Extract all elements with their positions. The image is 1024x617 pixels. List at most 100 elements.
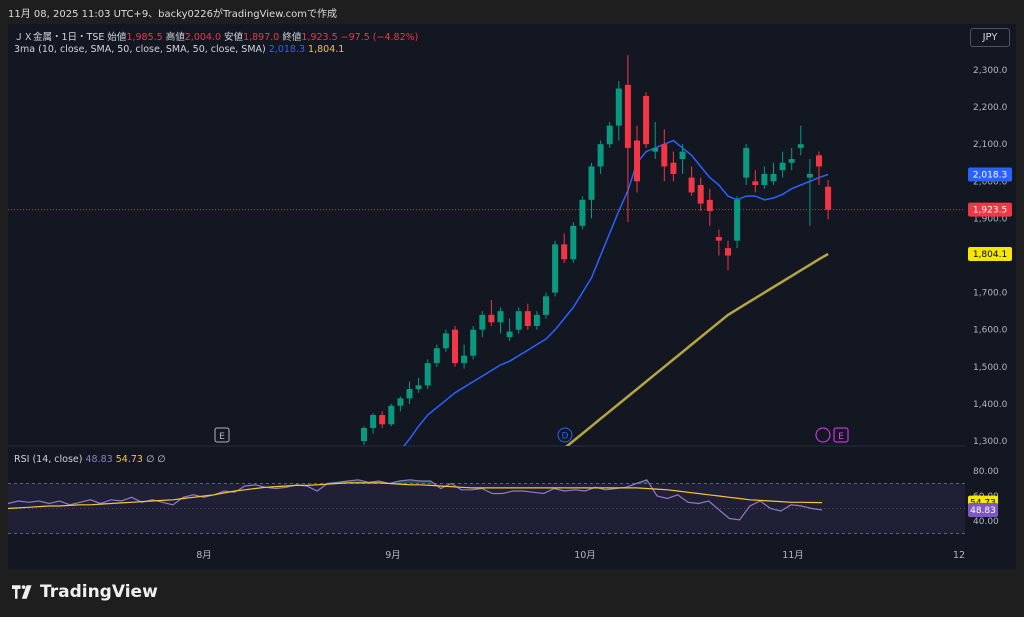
rsi-legend[interactable]: RSI (14, close) 48.83 54.73 ∅ ∅ (14, 454, 166, 465)
rsi-ma-line (7, 482, 823, 510)
candle-body (688, 177, 695, 193)
earnings-marker-box (214, 427, 230, 443)
candle-body (797, 144, 804, 148)
ma50-price-tag: 1,804.1 (973, 250, 1007, 260)
ma-legend[interactable]: 3ma (10, close, SMA, 50, close, SMA, 50,… (14, 44, 344, 55)
candle-body (370, 415, 377, 429)
candle-body (697, 185, 704, 204)
split-marker-icon (815, 427, 831, 443)
candle-body (734, 199, 741, 241)
price-tick-label: 1,300.0 (973, 437, 1008, 447)
candle-body (634, 140, 640, 182)
tradingview-logo[interactable]: TradingView (12, 582, 158, 602)
price-tick-label: 2,300.0 (973, 66, 1008, 76)
time-tick-label: 10月 (574, 550, 596, 561)
candle-body (570, 225, 577, 260)
price-tick-label: 1,400.0 (973, 400, 1008, 410)
last-price-tag-bg (968, 202, 1012, 217)
candle-body (415, 385, 422, 390)
ma50-value: 1,804.1 (308, 44, 345, 55)
rsi-value-tag: 48.83 (970, 506, 996, 516)
time-tick-label: 9月 (385, 550, 401, 561)
candle-body (779, 162, 786, 171)
candle-body (452, 329, 458, 364)
earnings-marker-upcoming-box (833, 427, 849, 443)
dividend-marker: D (562, 432, 569, 442)
candle-body (561, 244, 568, 260)
candle-body (624, 84, 631, 148)
rsi-value-tag-bg (968, 502, 998, 517)
price-tick-label: 1,500.0 (973, 363, 1008, 373)
ma10-price-tag-bg (968, 167, 1012, 182)
ma10-price-tag: 2,018.3 (973, 171, 1007, 181)
symbol-label[interactable]: ＪＸ金属・1日・TSE (14, 32, 105, 43)
candle-body (743, 147, 750, 178)
candle-body (543, 296, 549, 315)
time-tick-label: 12 (953, 550, 965, 561)
candle-body (524, 311, 531, 326)
time-tick-label: 8月 (196, 550, 212, 561)
rsi-ma-value: 54.73 (115, 454, 143, 465)
low-value: 1,897.0 (243, 32, 280, 43)
candle-body (470, 329, 477, 356)
candle-body (433, 348, 440, 364)
price-tick-label: 2,100.0 (973, 140, 1008, 150)
brand-label: TradingView (40, 582, 158, 602)
ma10-value: 2,018.3 (268, 44, 306, 55)
candle-body (825, 186, 832, 210)
candle-body (652, 147, 659, 152)
candle-body (442, 333, 449, 349)
ma10-line (402, 139, 829, 446)
candle-body (488, 314, 495, 323)
candle-body (361, 428, 367, 441)
ma50-price-tag-bg (968, 246, 1012, 261)
currency-button[interactable]: JPY (970, 28, 1010, 47)
candle-body (379, 415, 386, 425)
change-value: −97.5 (−4.82%) (340, 32, 419, 43)
main-legend: ＪＸ金属・1日・TSE 始値1,985.5 高値2,004.0 安値1,897.… (14, 29, 418, 43)
candle-body (661, 144, 668, 167)
candle-body (725, 248, 731, 256)
last-price-tag: 1,923.5 (973, 206, 1007, 216)
chart-frame (8, 24, 1016, 569)
rsi-value: 48.83 (85, 454, 113, 465)
candle-body (552, 244, 559, 293)
candle-body (588, 166, 595, 200)
candle-body (515, 311, 522, 330)
rsi-tick-label: 40.00 (973, 517, 999, 527)
earnings-marker: E (219, 432, 225, 442)
candle-body (597, 144, 604, 167)
high-label: 高値 (165, 32, 185, 43)
candle-body (715, 236, 722, 241)
low-label: 安値 (224, 32, 244, 43)
candle-body (579, 199, 586, 226)
rsi-band (8, 483, 965, 534)
candle-body (806, 173, 813, 178)
candle-body (497, 311, 504, 323)
price-tick-label: 1,600.0 (973, 326, 1008, 336)
candle-body (706, 199, 713, 211)
candle-body (388, 405, 395, 425)
price-tick-label: 2,200.0 (973, 103, 1008, 113)
rsi-label: RSI (14, close) (14, 454, 83, 465)
candle-body (816, 155, 822, 167)
rsi-overbought-fill (8, 479, 822, 484)
open-label: 始値 (107, 32, 127, 43)
dividend-marker-circle (557, 427, 573, 443)
price-tick-label: 2,000.0 (973, 177, 1008, 187)
candle-body (770, 173, 777, 182)
price-tick-label: 1,900.0 (973, 214, 1008, 224)
rsi-tick-label: 80.00 (973, 467, 999, 477)
candle-body (506, 331, 513, 338)
close-value: 1,923.5 (301, 32, 338, 43)
candle-body (424, 363, 431, 386)
chart-header: 11月 08, 2025 11:03 UTC+9、backy0226がTradi… (8, 9, 337, 20)
candle-body (406, 389, 413, 399)
ma-label: 3ma (10, close, SMA, 50, close, SMA, 50,… (14, 44, 266, 55)
high-value: 2,004.0 (184, 32, 222, 43)
no-value-icon: ∅ ∅ (145, 454, 166, 465)
candle-body (606, 125, 613, 145)
candle-body (479, 314, 486, 330)
open-value: 1,985.5 (126, 32, 163, 43)
